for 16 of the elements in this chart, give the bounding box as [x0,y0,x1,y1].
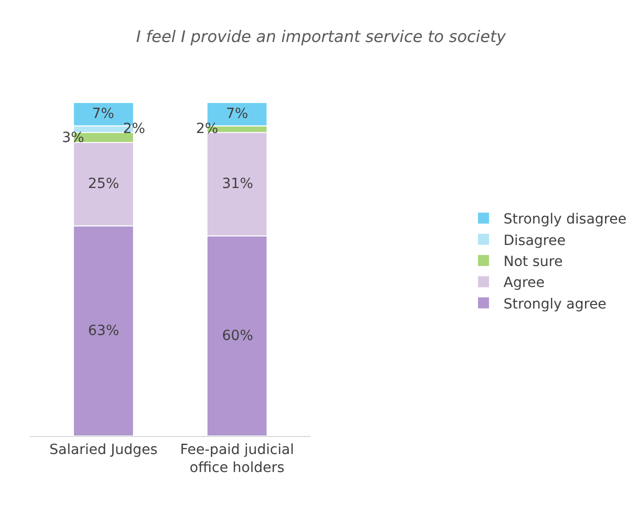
legend-label: Disagree [504,232,566,249]
x-tick-label: Fee-paid judicial office holders [180,442,294,476]
data-label: 7% [92,106,114,122]
data-label: 31% [222,176,254,192]
chart-title: I feel I provide an important service to society [136,27,506,46]
data-label: 2% [196,121,218,137]
data-label: 25% [88,176,120,192]
x-tick-label: Salaried Judges [49,442,158,458]
data-label: 2% [123,121,146,137]
data-label: 60% [222,328,254,344]
data-label: 7% [226,106,248,122]
data-label: 63% [88,323,120,339]
legend-label: Strongly disagree [504,212,626,228]
legend-label: Strongly agree [504,296,606,312]
legend-label: Agree [504,275,545,292]
legend-label: Not sure [504,254,563,270]
